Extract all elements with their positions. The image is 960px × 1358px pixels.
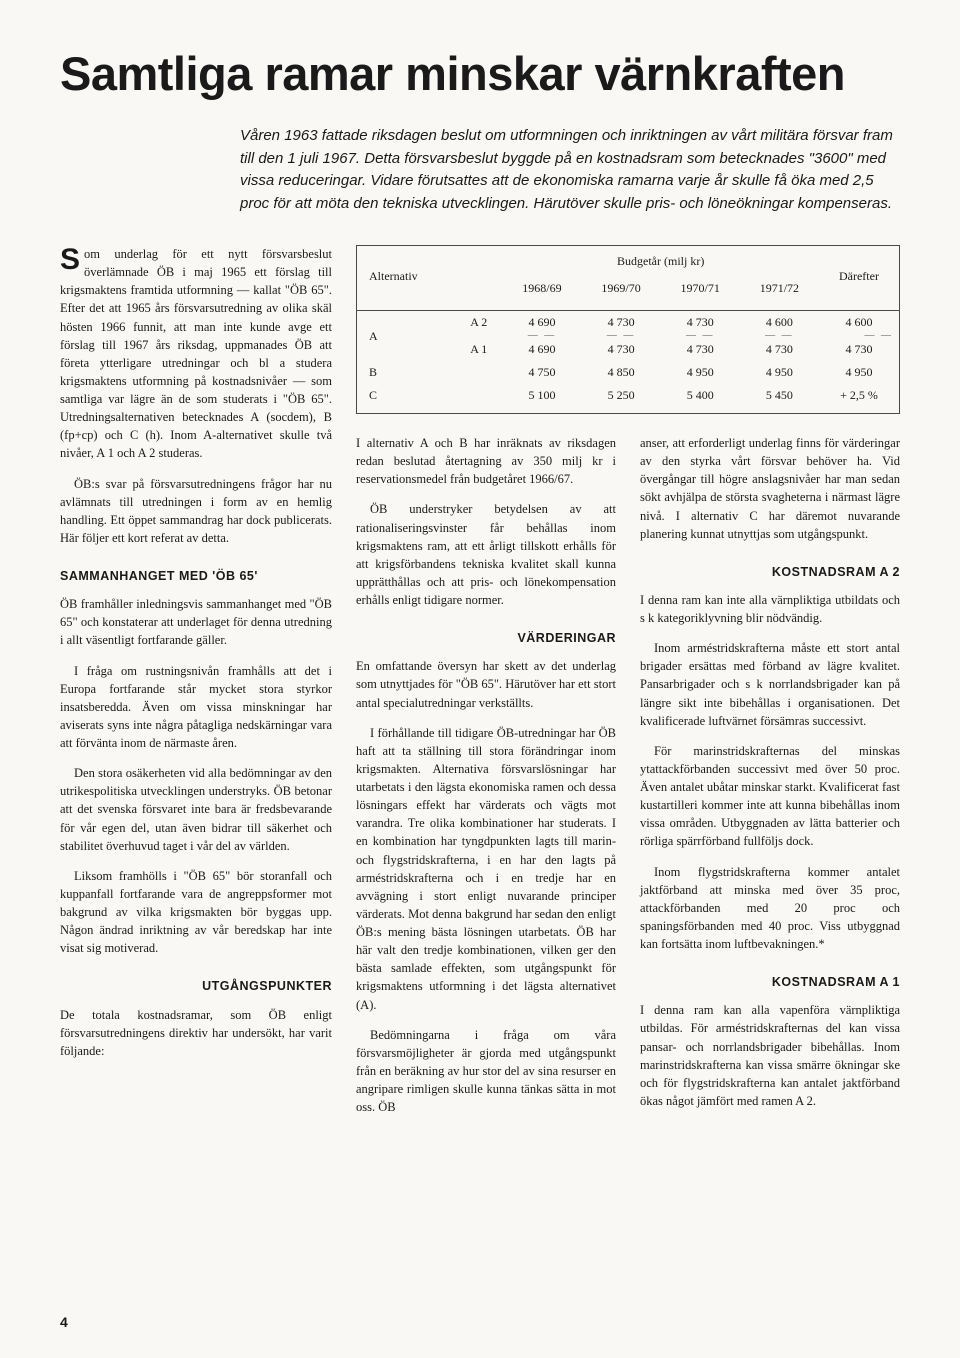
page-number: 4 xyxy=(60,1314,68,1330)
column-layout: Som underlag för ett nytt försvarsbeslut… xyxy=(60,245,900,1128)
col2-subhead-1: VÄRDERINGAR xyxy=(356,629,616,647)
col2-p2: ÖB understryker betydelsen av att ration… xyxy=(356,500,616,609)
col1-p6: Liksom framhölls i "ÖB 65" bör storanfal… xyxy=(60,867,332,958)
cell: + 2,5 % xyxy=(819,384,899,413)
cell: 5 250 xyxy=(582,384,661,413)
table-row: B 4 750 4 850 4 950 4 950 4 950 xyxy=(357,361,899,384)
th-darefter: Därefter xyxy=(819,246,899,302)
col2-p1: I alternativ A och B har inräknats av ri… xyxy=(356,434,616,488)
col1-subhead-2: UTGÅNGSPUNKTER xyxy=(60,977,332,995)
cell: 4 730 xyxy=(661,338,740,361)
cell: 5 450 xyxy=(740,384,819,413)
col1-p4: I fråga om rustningsnivån framhålls att … xyxy=(60,662,332,753)
cell: 4 950 xyxy=(740,361,819,384)
col2-p4: I förhållande till tidigare ÖB-utredning… xyxy=(356,724,616,1014)
column-3: anser, att erforderligt underlag finns f… xyxy=(640,434,900,1128)
th-year-0: 1968/69 xyxy=(502,273,581,302)
col3-p3: För marinstridskrafternas del minskas yt… xyxy=(640,742,900,851)
intro-block: Våren 1963 fattade riksdagen beslut om u… xyxy=(240,125,900,215)
headline: Samtliga ramar minskar värnkraften xyxy=(60,50,900,97)
cell: 4 730 xyxy=(819,338,899,361)
col1-p7: De totala kostnadsramar, som ÖB enligt f… xyxy=(60,1006,332,1060)
column-1: Som underlag för ett nytt försvarsbeslut… xyxy=(60,245,332,1072)
col3-p2: Inom arméstridskrafterna måste ett stort… xyxy=(640,639,900,730)
row-sub-a2: A 2 xyxy=(455,311,502,335)
cell: 5 100 xyxy=(502,384,581,413)
th-year-1: 1969/70 xyxy=(582,273,661,302)
cell: 4 730 xyxy=(740,338,819,361)
budget-table-wrap: Alternativ Budgetår (milj kr) Därefter 1… xyxy=(356,245,900,414)
cell: 4 690 xyxy=(502,338,581,361)
th-budget: Budgetår (milj kr) xyxy=(502,246,819,273)
col1-p5: Den stora osäkerheten vid alla bedömning… xyxy=(60,764,332,855)
col3-p4: Inom flygstridskrafterna kommer antalet … xyxy=(640,863,900,954)
cell: 4 950 xyxy=(819,361,899,384)
row-label-b: B xyxy=(357,361,455,384)
row-label-c: C xyxy=(357,384,455,413)
col3-subhead-1: KOSTNADSRAM A 2 xyxy=(640,563,900,581)
col3-p0: anser, att erforderligt underlag finns f… xyxy=(640,434,900,543)
col3-p1: I denna ram kan inte alla värnpliktiga u… xyxy=(640,591,900,627)
col2-p5: Bedömningarna i fråga om våra försvarsmö… xyxy=(356,1026,616,1117)
right-area: Alternativ Budgetår (milj kr) Därefter 1… xyxy=(356,245,900,1128)
th-year-2: 1970/71 xyxy=(661,273,740,302)
cell: 4 730 xyxy=(582,338,661,361)
cell: 5 400 xyxy=(661,384,740,413)
col3-p5: I denna ram kan alla vapenföra värnplikt… xyxy=(640,1001,900,1110)
column-2: I alternativ A och B har inräknats av ri… xyxy=(356,434,616,1128)
col1-subhead-1: SAMMANHANGET MED 'ÖB 65' xyxy=(60,567,332,585)
cell: 4 750 xyxy=(502,361,581,384)
row-label-a: A xyxy=(357,311,455,362)
col1-p3: ÖB framhåller inledningsvis sammanhanget… xyxy=(60,595,332,649)
col1-p2: ÖB:s svar på försvarsutredningens frågor… xyxy=(60,475,332,548)
cell: 4 850 xyxy=(582,361,661,384)
row-sub-a1: A 1 xyxy=(455,338,502,361)
th-alternativ: Alternativ xyxy=(357,246,455,302)
col3-subhead-2: KOSTNADSRAM A 1 xyxy=(640,973,900,991)
cell: 4 950 xyxy=(661,361,740,384)
col1-p1: Som underlag för ett nytt försvarsbeslut… xyxy=(60,245,332,463)
col2-p3: En omfattande översyn har skett av det u… xyxy=(356,657,616,711)
intro-paragraph: Våren 1963 fattade riksdagen beslut om u… xyxy=(240,125,900,215)
table-row: C 5 100 5 250 5 400 5 450 + 2,5 % xyxy=(357,384,899,413)
th-year-3: 1971/72 xyxy=(740,273,819,302)
budget-table: Alternativ Budgetår (milj kr) Därefter 1… xyxy=(357,246,899,413)
